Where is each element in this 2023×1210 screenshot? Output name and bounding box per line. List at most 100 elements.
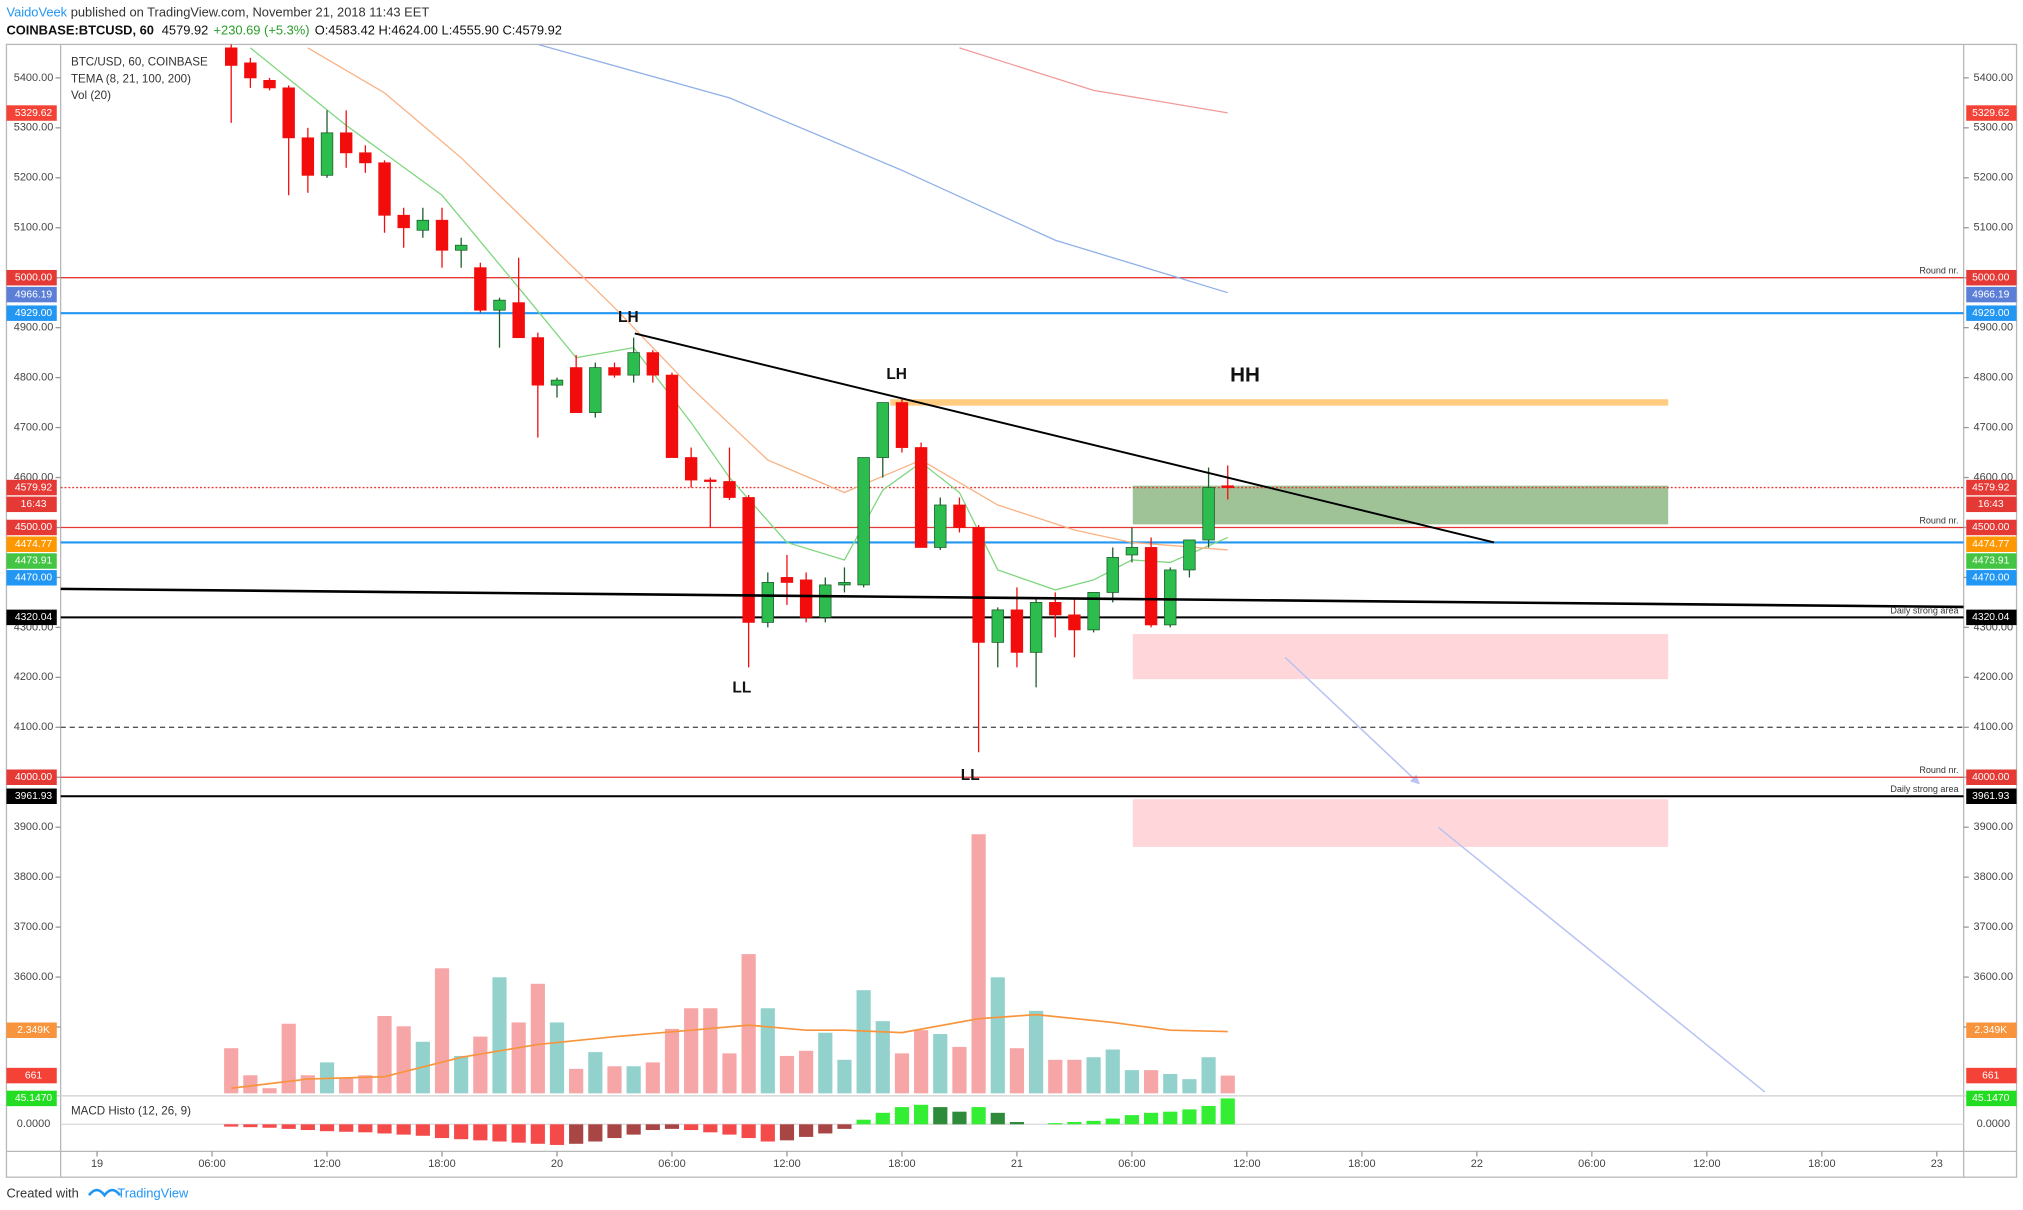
candle-body [761,582,774,623]
y-tick-label: 5400.00 [1974,72,2014,84]
price-badge-label: 4470.00 [15,573,53,584]
candle-body [1049,602,1062,616]
macd-bar [933,1107,948,1125]
macd-bar [492,1124,507,1142]
candle-body [1125,547,1139,556]
y-tick-label: 5300.00 [14,122,54,134]
price-badge-label: 4000.00 [1972,772,2010,783]
trendline[interactable] [60,587,1964,609]
volume-bar [358,1075,373,1094]
trendline[interactable] [634,332,1495,544]
macd-bar [339,1124,354,1132]
y-tick-label: 5400.00 [14,72,54,84]
volume-bar [971,834,986,1094]
candle-body [339,132,353,154]
arrow[interactable] [1284,656,1420,785]
legend-entry: TEMA (8, 21, 100, 200) [71,72,191,85]
macd-bar [818,1124,833,1134]
volume-bar [664,1028,680,1094]
arrow[interactable] [1438,826,1766,1093]
y-tick-label: 3900.00 [1974,821,2014,833]
price-badge [6,553,57,569]
macd-bar [894,1107,910,1125]
price-badge [1966,570,2017,586]
volume-bar [837,1059,852,1094]
support-box[interactable] [1132,799,1669,847]
price-badge-label: 4929.00 [1972,308,2010,319]
countdown-label: 16:43 [1978,499,2004,510]
volume-bar [377,1015,392,1094]
x-tick-label: 20 [551,1158,563,1170]
macd-bar [607,1124,622,1139]
y-tick-label: 4100.00 [14,721,54,733]
volume-bar [549,1022,565,1094]
drawings [890,399,1766,1093]
candle-body [359,152,372,164]
candle-body [991,609,1004,643]
x-tick-label: 12:00 [313,1158,340,1170]
macd-bar [396,1124,411,1135]
macd-bar [990,1112,1005,1125]
candle-body [1087,592,1100,631]
annotation: LH [618,309,639,326]
level-note: Daily strong area [1890,784,1959,794]
resistance-band[interactable] [890,399,1669,406]
volume-bar [1105,1049,1120,1094]
macd-bar [530,1124,545,1144]
candle-body [723,481,736,498]
price-badge-label: 4500.00 [15,522,53,533]
y-tick-label: 4200.00 [14,671,54,683]
macd-bar [914,1104,929,1125]
volume-bar [1143,1070,1159,1094]
candle-body [282,87,295,139]
candle-body [1164,569,1177,626]
candle-body [857,457,870,586]
macd-bar [1067,1122,1082,1125]
y-tick-label: 0.0000 [17,1118,51,1130]
x-tick-label: 12:00 [1693,1158,1720,1170]
candle-body [512,302,525,339]
y-tick-label: 0.0000 [1977,1118,2011,1130]
price-badge-label: 4500.00 [1972,522,2010,533]
price-badge [6,609,57,626]
volume-bar [856,990,871,1094]
x-tick-label: 18:00 [428,1158,455,1170]
macd-bar [741,1124,756,1139]
price-badge [1966,286,2017,303]
target-box[interactable] [1132,485,1669,525]
candle-body [953,504,966,528]
level-note: Round nr. [1919,765,1958,775]
footer-brand[interactable]: TradingView [117,1185,189,1200]
volume-bar [1124,1070,1140,1094]
volume-ma [231,1013,1228,1090]
candle-body [569,367,583,413]
candle-body [1202,487,1215,541]
y-tick-label: 4900.00 [1974,322,2014,334]
volume-bar [569,1068,584,1094]
candle-body [646,352,660,376]
y-tick-label: 4300.00 [1974,621,2014,633]
macd-bar [319,1124,335,1132]
y-tick-label: 4700.00 [1974,421,2014,433]
volume-bar [281,1023,296,1094]
macd-bar [415,1124,430,1136]
volume-bar [262,1088,277,1094]
symbol: COINBASE:BTCUSD, 60 [6,23,154,38]
y-tick-label: 3600.00 [1974,971,2014,983]
volume-bar [339,1077,354,1094]
candle-body [914,447,928,548]
support-box[interactable] [1132,634,1669,680]
y-tick-label: 5200.00 [1974,172,2014,184]
macd-bar [760,1124,775,1142]
y-tick-label: 4300.00 [14,621,54,633]
volume-bar [703,1008,718,1094]
candle-body [627,352,640,376]
volume-bar [875,1021,890,1094]
y-tick-label: 3900.00 [14,821,54,833]
x-tick-label: 21 [1011,1158,1023,1170]
annotation: HH [1230,363,1260,386]
y-tick-label: 4800.00 [1974,372,2014,384]
price-badge-label: 4579.92 [1972,482,2010,493]
author[interactable]: VaidoVeek [6,5,67,20]
